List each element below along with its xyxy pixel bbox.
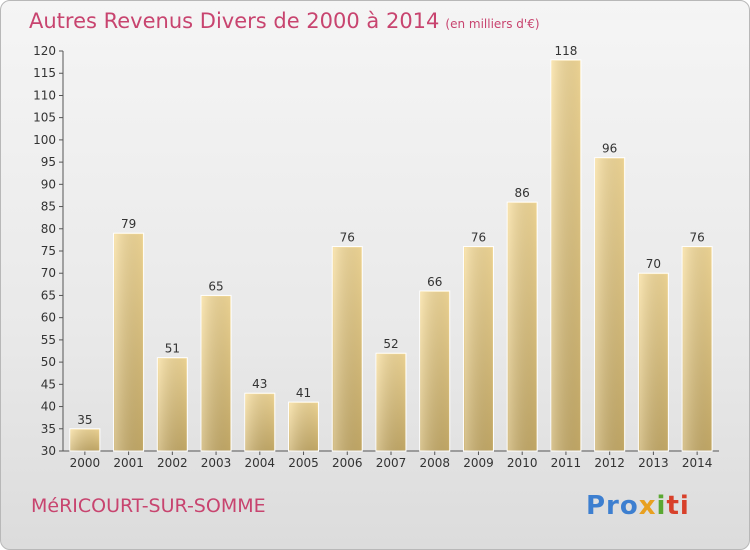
x-tick-label-2008: 2008 [419,456,450,470]
bar-shade-2008 [420,292,449,451]
x-tick-label-2004: 2004 [245,456,276,470]
value-label-2010: 86 [515,186,530,200]
x-tick-label-2009: 2009 [463,456,494,470]
value-label-2007: 52 [383,337,398,351]
bar-shade-2000 [70,429,99,451]
bar-shade-2006 [333,247,362,451]
value-label-2005: 41 [296,386,311,400]
x-tick-label-2003: 2003 [201,456,232,470]
y-tick-label: 55 [41,333,56,347]
y-tick-label: 105 [33,111,56,125]
y-tick-label: 80 [41,222,56,236]
value-label-2003: 65 [208,279,223,293]
bar-shade-2014 [683,247,712,451]
y-tick-label: 85 [41,200,56,214]
chart-bars [69,59,713,452]
value-label-2012: 96 [602,142,617,156]
chart-labels: 35 2000 79 2001 51 2002 65 2003 43 2004 41 2005 76 20… [70,44,713,470]
logo-part-4: ti [666,491,690,521]
x-tick-label-2007: 2007 [376,456,407,470]
bar-shade-2012 [595,158,624,451]
value-label-2008: 66 [427,275,442,289]
y-tick-label: 115 [33,66,56,80]
place-name: MéRICOURT-SUR-SOMME [31,495,266,517]
y-tick-label: 70 [41,266,56,280]
value-label-2001: 79 [121,217,136,231]
x-tick-label-2012: 2012 [594,456,625,470]
value-label-2014: 76 [689,231,704,245]
y-tick-label: 110 [33,88,56,102]
value-label-2006: 76 [340,231,355,245]
x-tick-label-2010: 2010 [507,456,538,470]
bar-shade-2007 [377,354,405,451]
bar-shade-2002 [158,358,187,451]
y-tick-label: 75 [41,244,56,258]
value-label-2004: 43 [252,377,267,391]
bar-shade-2003 [202,296,231,451]
y-tick-label: 45 [41,377,56,391]
bar-shade-2001 [114,234,143,451]
bar-shade-2005 [289,403,318,451]
title-unit: (en milliers d'€) [445,17,540,31]
y-tick-label: 30 [41,444,56,458]
x-tick-label-2001: 2001 [113,456,144,470]
y-tick-label: 95 [41,155,56,169]
y-tick-label: 40 [41,400,56,414]
x-tick-label-2014: 2014 [682,456,713,470]
y-tick-label: 100 [33,133,56,147]
x-tick-label-2013: 2013 [638,456,669,470]
x-tick-label-2002: 2002 [157,456,188,470]
bar-shade-2013 [639,274,668,451]
logo-part-1: Pro [586,491,639,521]
bar-shade-2010 [508,203,537,451]
bar-shade-2004 [245,394,274,451]
chart-axes: 30 35 40 45 50 55 60 65 70 75 80 85 90 95 100 105 110 115… [33,44,719,458]
value-label-2000: 35 [77,413,92,427]
chart-title: Autres Revenus Divers de 2000 à 2014 (en … [29,9,540,33]
bar-shade-2009 [464,247,493,451]
title-main: Autres Revenus Divers de 2000 à 2014 [29,9,440,33]
proxiti-logo: Proxiti [586,491,690,521]
x-tick-label-2000: 2000 [70,456,101,470]
value-label-2013: 70 [646,257,661,271]
logo-part-3: i [656,491,667,521]
y-tick-label: 120 [33,44,56,58]
value-label-2011: 118 [554,44,577,58]
y-tick-label: 65 [41,288,56,302]
x-tick-label-2006: 2006 [332,456,363,470]
value-label-2009: 76 [471,231,486,245]
bar-shade-2011 [551,60,580,452]
y-tick-label: 90 [41,177,56,191]
x-tick-label-2011: 2011 [551,456,582,470]
logo-part-2: x [638,491,657,521]
x-tick-label-2005: 2005 [288,456,319,470]
y-tick-label: 60 [41,311,56,325]
y-tick-label: 35 [41,422,56,436]
y-tick-label: 50 [41,355,56,369]
value-label-2002: 51 [165,342,180,356]
